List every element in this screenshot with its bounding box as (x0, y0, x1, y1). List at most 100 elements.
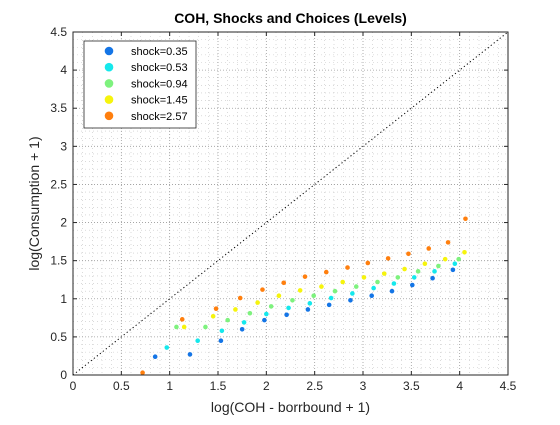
data-point (290, 298, 295, 303)
data-point (210, 314, 216, 319)
legend-marker (104, 79, 114, 88)
data-point (326, 302, 332, 308)
data-point (375, 279, 380, 285)
data-point (181, 324, 187, 330)
data-point (264, 311, 269, 317)
reference-line-layer (72, 31, 509, 376)
data-point (195, 338, 200, 344)
legend-marker (104, 111, 114, 121)
data-point (462, 249, 467, 255)
y-tick-label: 1 (60, 292, 67, 306)
data-point (323, 269, 329, 275)
x-tick-label: 2.5 (306, 379, 323, 393)
legend-label: shock=2.57 (131, 111, 188, 123)
data-point (426, 246, 432, 251)
legend-marker (104, 62, 114, 72)
x-tick-label: 4.5 (500, 379, 517, 393)
data-point (281, 280, 287, 286)
data-point (410, 282, 415, 288)
y-tick-label: 4.5 (50, 25, 67, 39)
x-axis-label: log(COH - borrbound + 1) (211, 399, 370, 415)
data-point (395, 275, 401, 280)
data-point (442, 256, 448, 262)
series-3 (174, 256, 462, 330)
y-axis-label: log(Consumption + 1) (26, 136, 42, 270)
data-point (284, 312, 289, 318)
legend-marker (104, 46, 114, 56)
data-point (332, 288, 338, 294)
x-tick-label: 0 (70, 379, 77, 393)
plot-border (72, 31, 509, 376)
data-point (369, 293, 375, 299)
data-point (219, 328, 225, 334)
data-point (218, 338, 224, 344)
series-2 (164, 261, 458, 350)
data-point (262, 317, 267, 323)
data-point (365, 260, 371, 266)
data-point (187, 352, 193, 357)
data-point (385, 256, 391, 261)
data-point (411, 275, 417, 280)
data-point (353, 284, 359, 289)
data-point (452, 261, 458, 267)
data-point (213, 306, 219, 311)
x-tick-label: 0.5 (113, 379, 130, 393)
data-point (456, 256, 462, 262)
data-point (406, 251, 411, 257)
series-1 (152, 267, 456, 360)
y-tick-label: 3.5 (50, 101, 67, 115)
data-point (436, 263, 441, 269)
x-tick-label: 2 (263, 379, 270, 393)
data-point (179, 317, 185, 322)
data-point (430, 275, 435, 281)
y-tick-label: 4 (60, 63, 67, 77)
data-point (241, 320, 247, 325)
x-axis-ticks: 0 0.5 1 1.5 2 2.5 3 3.5 4 4.5 (70, 32, 517, 393)
data-point (340, 279, 346, 285)
x-tick-label: 1 (166, 379, 173, 393)
data-point (422, 261, 428, 267)
data-point (319, 284, 324, 289)
data-point (345, 265, 350, 270)
data-point (432, 269, 437, 274)
data-point (371, 285, 376, 291)
data-point (225, 317, 230, 323)
data-point (445, 240, 451, 245)
reference-line (72, 31, 509, 376)
y-tick-label: 3 (60, 139, 67, 153)
data-point (348, 298, 353, 303)
legend: shock=0.35 shock=0.53 shock=0.94 shock=1.45… (83, 40, 197, 129)
legend-box (83, 40, 197, 129)
data-point (164, 345, 170, 350)
data-point (276, 293, 282, 299)
data-point (297, 288, 303, 293)
data-point (286, 305, 291, 311)
series-5 (140, 216, 468, 376)
legend-marker (104, 95, 114, 104)
data-point (381, 271, 387, 276)
data-point (307, 301, 313, 306)
x-tick-label: 4 (456, 379, 463, 393)
legend-label: shock=0.94 (131, 78, 188, 90)
data-point (268, 304, 274, 309)
y-axis-ticks: 0 0.5 1 1.5 2 2.5 3 3.5 4 4.5 (50, 25, 508, 382)
data-point (140, 370, 145, 376)
data-point (350, 291, 355, 296)
series-4 (181, 249, 467, 330)
legend-label: shock=0.35 (131, 46, 188, 58)
data-point (415, 269, 421, 274)
data-point (233, 307, 238, 312)
y-tick-label: 0.5 (50, 330, 67, 344)
data-point (237, 295, 243, 301)
x-tick-label: 3 (360, 379, 367, 393)
data-point (152, 354, 158, 360)
y-tick-label: 2.5 (50, 177, 67, 191)
data-point (311, 293, 317, 299)
data-point (174, 324, 179, 330)
data-point (247, 310, 253, 316)
data-point (391, 281, 397, 286)
data-point (239, 326, 245, 332)
data-point (463, 216, 468, 222)
